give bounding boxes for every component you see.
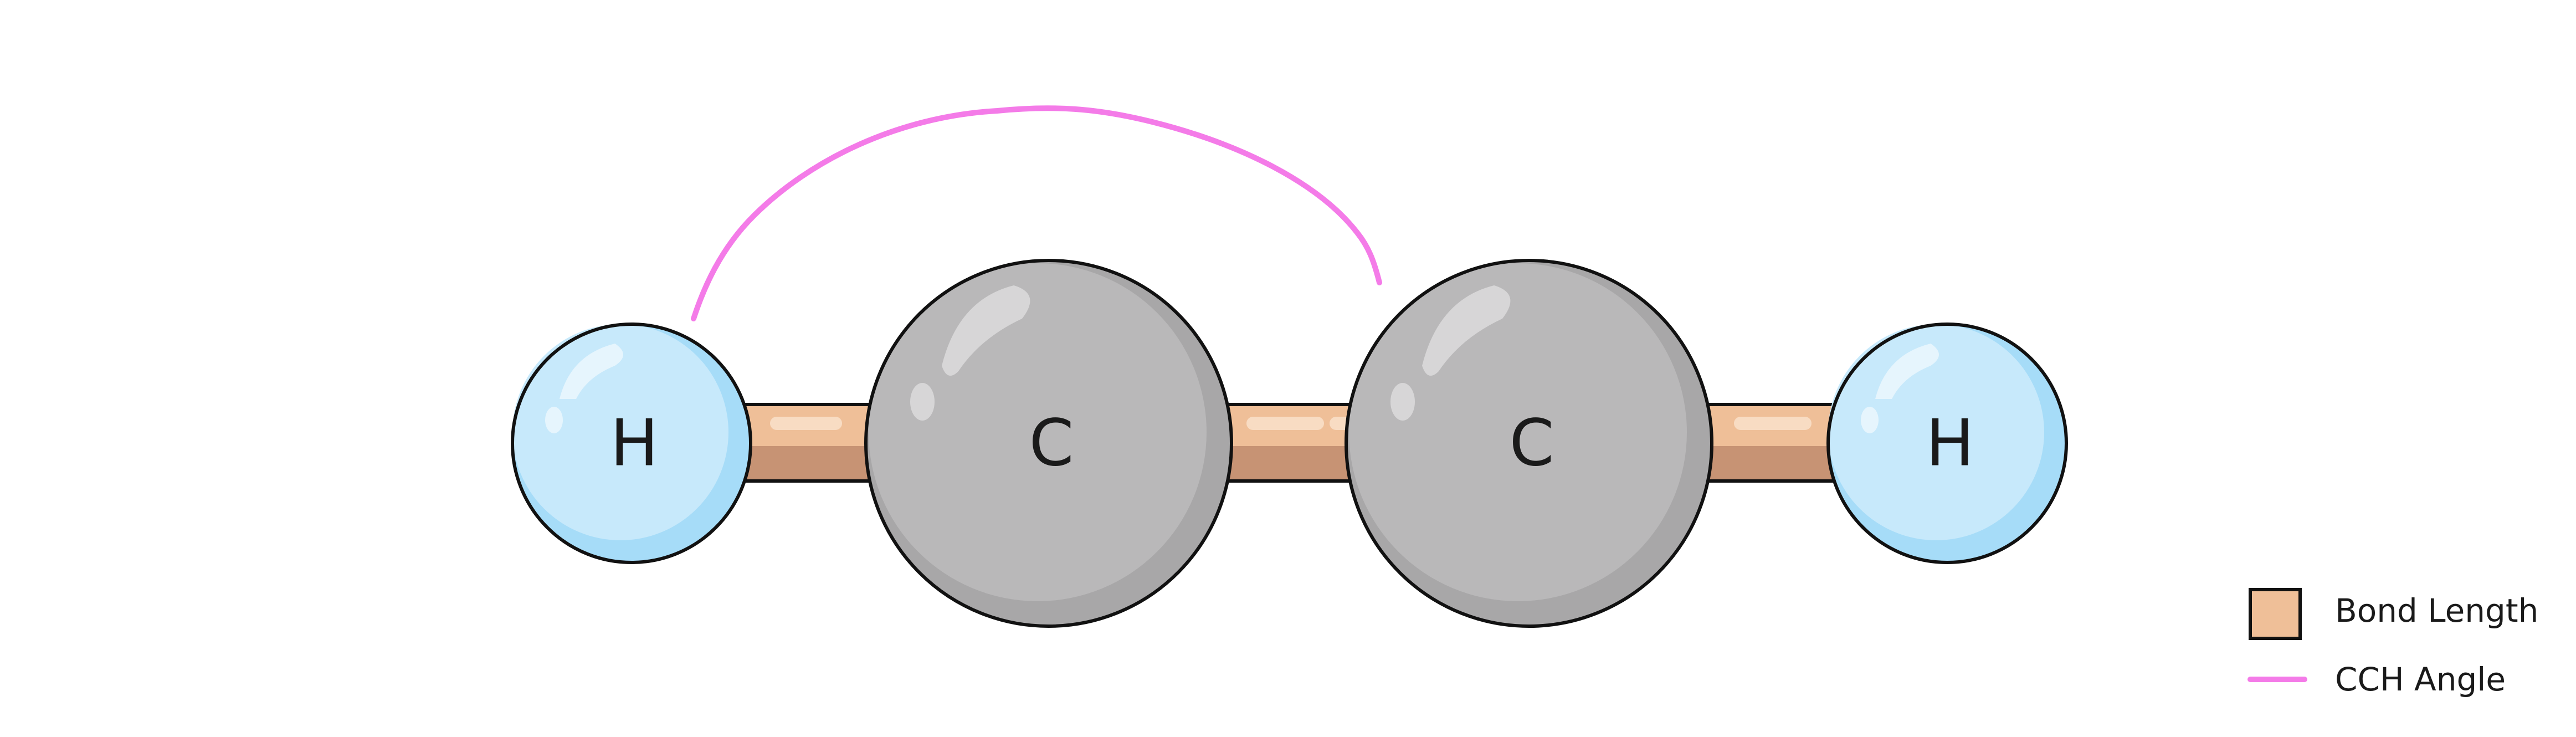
legend: Bond Length CCH Angle — [2247, 588, 2538, 698]
atom-label-h-left: H — [610, 406, 658, 481]
legend-item-cch-angle: CCH Angle — [2247, 661, 2506, 698]
atom-label-h-right: H — [1926, 406, 1974, 481]
cch-angle-arc — [691, 105, 1382, 321]
legend-swatch-bond-length — [2249, 588, 2302, 640]
atom-h-left: H — [511, 323, 752, 564]
bond-c-h-right — [1694, 403, 1852, 483]
atom-c-right: C — [1345, 259, 1713, 628]
atom-h-right: H — [1826, 323, 2068, 564]
legend-label-bond-length: Bond Length — [2335, 592, 2538, 629]
atom-c-left: C — [864, 259, 1233, 628]
atom-label-c-left: C — [1029, 406, 1074, 481]
legend-item-bond-length: Bond Length — [2249, 588, 2538, 640]
atom-label-c-right: C — [1510, 406, 1554, 481]
legend-label-cch-angle: CCH Angle — [2335, 661, 2506, 698]
bond-h-c-left — [741, 403, 877, 483]
